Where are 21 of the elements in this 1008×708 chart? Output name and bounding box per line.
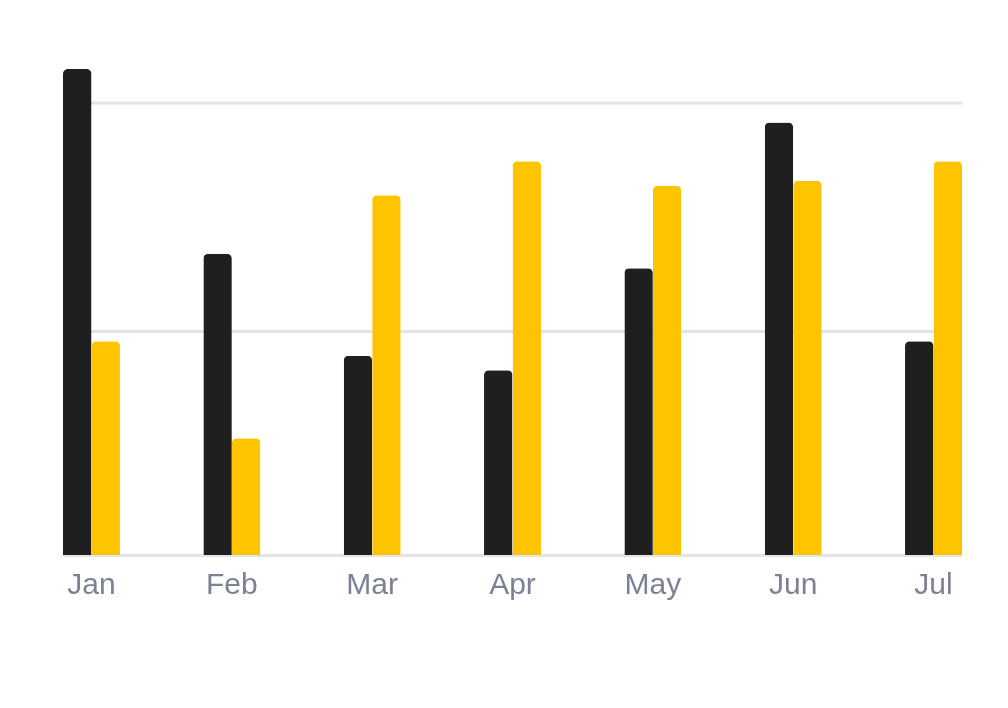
x-tick-label: Feb xyxy=(205,566,258,600)
bar xyxy=(512,161,541,555)
x-tick-label: Jan xyxy=(67,566,116,600)
x-tick-label: Mar xyxy=(346,566,398,600)
bar xyxy=(91,341,120,555)
bar xyxy=(933,161,962,555)
bar xyxy=(905,341,934,555)
x-tick-label: Apr xyxy=(489,566,536,600)
bar xyxy=(231,438,261,555)
bar xyxy=(372,195,401,555)
x-tick-label: May xyxy=(624,566,682,600)
bar xyxy=(343,355,373,555)
bar xyxy=(624,268,653,555)
bar xyxy=(203,253,232,555)
bar xyxy=(764,122,794,555)
bar xyxy=(793,180,822,555)
bar xyxy=(652,185,682,555)
x-tick-label: Jul xyxy=(914,566,953,600)
x-tick-label: Jun xyxy=(768,566,818,600)
bar xyxy=(63,69,92,555)
bar xyxy=(484,370,513,555)
